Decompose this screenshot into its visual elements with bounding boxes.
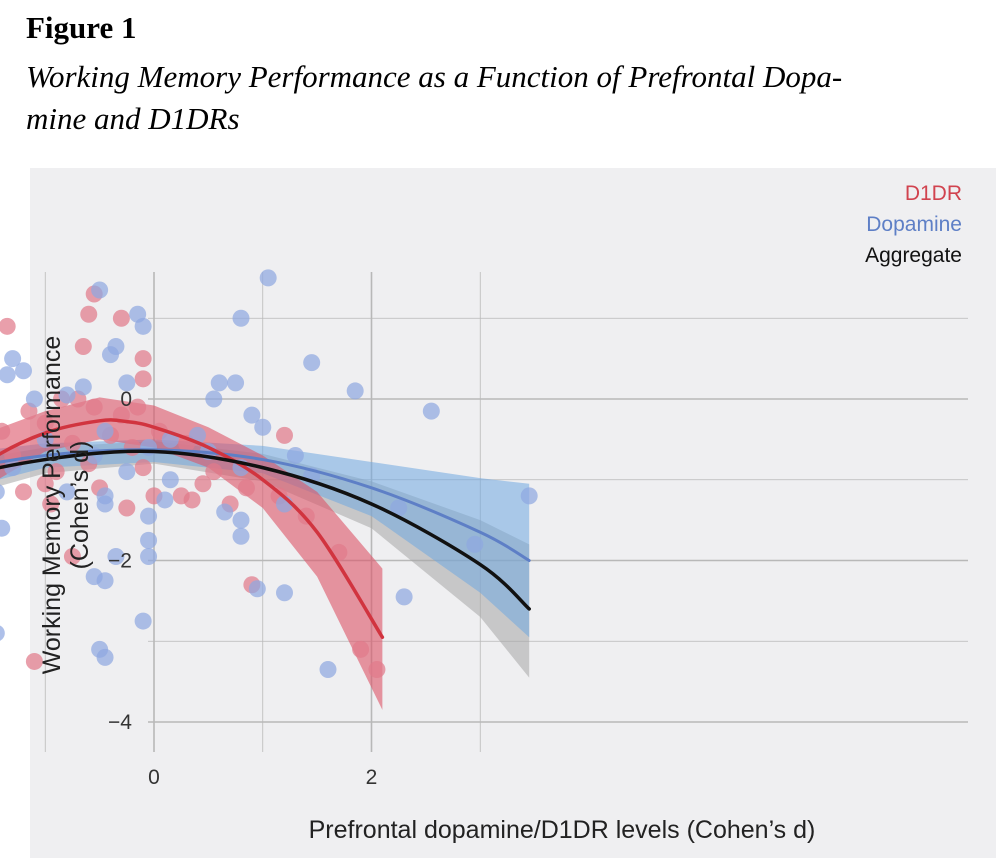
point-dopamine (140, 531, 158, 549)
point-dopamine (248, 580, 266, 598)
point-dopamine (107, 547, 125, 565)
point-dopamine (0, 484, 5, 500)
point-dopamine (205, 390, 223, 408)
fit-curve-aggregate (0, 449, 531, 611)
point-dopamine (227, 374, 245, 392)
point-dopamine (96, 495, 114, 513)
point-d1dr (85, 398, 103, 416)
data-points (0, 269, 538, 679)
point-d1dr (112, 309, 130, 327)
point-d1dr (194, 475, 212, 493)
figure-title: Working Memory Performance as a Function… (26, 56, 986, 140)
tick-labels: −4−202−4−20 (108, 388, 378, 789)
point-dopamine (232, 309, 250, 327)
figure-title-line-2: mine and D1DRs (26, 101, 240, 136)
point-dopamine (422, 402, 440, 420)
legend-aggregate: Aggregate (865, 244, 962, 267)
point-dopamine (96, 572, 114, 590)
point-dopamine (134, 317, 152, 335)
point-dopamine (4, 350, 22, 368)
figure-title-line-1: Working Memory Performance as a Function… (26, 59, 843, 94)
point-dopamine (232, 527, 250, 545)
point-dopamine (232, 511, 250, 529)
legend-dopamine: Dopamine (866, 213, 962, 236)
y-axis-label: Working Memory Performance (Cohen’s d) (38, 336, 94, 675)
point-d1dr (134, 350, 152, 368)
x-tick-label: 2 (366, 766, 378, 789)
y-tick-label: −2 (108, 550, 132, 573)
point-dopamine (118, 374, 136, 392)
point-dopamine (0, 625, 5, 641)
fit-curve-d1dr (0, 418, 385, 639)
point-d1dr (0, 422, 11, 440)
point-d1dr (123, 438, 141, 456)
x-tick-label: 0 (148, 766, 160, 789)
point-d1dr (183, 491, 201, 509)
point-dopamine (210, 374, 228, 392)
point-dopamine (390, 499, 408, 517)
point-dopamine (156, 491, 174, 509)
point-d1dr (118, 499, 136, 517)
y-axis-label-line-1: Working Memory Performance (38, 336, 66, 675)
point-dopamine (96, 648, 114, 666)
x-axis-label: Prefrontal dopamine/D1DR levels (Cohen’s… (309, 816, 816, 844)
point-dopamine (319, 661, 337, 679)
point-dopamine (91, 281, 109, 299)
point-dopamine (520, 487, 538, 505)
band-dopamine (0, 439, 530, 638)
point-d1dr (47, 463, 65, 481)
point-d1dr (129, 398, 147, 416)
point-d1dr (237, 479, 255, 497)
point-d1dr (134, 459, 152, 477)
point-dopamine (286, 447, 304, 465)
point-dopamine (140, 507, 158, 525)
point-dopamine (0, 519, 11, 537)
point-dopamine (395, 588, 413, 606)
point-d1dr (276, 426, 293, 444)
point-d1dr (80, 305, 98, 323)
point-dopamine (140, 438, 158, 456)
y-tick-label: −4 (108, 711, 132, 734)
point-dopamine (118, 463, 136, 481)
point-dopamine (58, 386, 76, 404)
point-d1dr (63, 547, 81, 565)
point-dopamine (15, 362, 32, 380)
point-dopamine (259, 269, 277, 287)
legend: D1DR Dopamine Aggregate (865, 182, 962, 267)
legend-d1dr: D1DR (905, 182, 962, 205)
point-dopamine (74, 378, 92, 396)
point-dopamine (102, 346, 119, 364)
y-axis-label-line-2: (Cohen’s d) (66, 441, 94, 570)
point-dopamine (254, 418, 272, 436)
point-dopamine (134, 612, 152, 630)
point-d1dr (36, 475, 54, 493)
point-dopamine (466, 535, 484, 553)
figure-label: Figure 1 (26, 10, 137, 45)
point-dopamine (161, 471, 179, 489)
fit-curves (0, 418, 531, 639)
point-dopamine (276, 584, 293, 602)
point-d1dr (36, 414, 54, 432)
point-dopamine (0, 366, 16, 384)
point-d1dr (74, 338, 92, 356)
point-dopamine (96, 422, 114, 440)
point-d1dr (0, 317, 16, 335)
point-d1dr (15, 483, 32, 501)
point-dopamine (25, 390, 43, 408)
y-tick-label: 0 (120, 388, 132, 411)
point-d1dr (134, 370, 152, 388)
point-d1dr (42, 495, 60, 513)
point-dopamine (140, 547, 158, 565)
point-dopamine (216, 503, 234, 521)
point-d1dr (25, 652, 43, 670)
point-d1dr (63, 434, 81, 452)
point-dopamine (243, 406, 261, 424)
point-d1dr (352, 640, 370, 658)
point-d1dr (368, 661, 386, 679)
point-dopamine (58, 483, 76, 501)
point-d1dr (205, 463, 223, 481)
point-dopamine (303, 354, 321, 372)
point-dopamine (346, 382, 364, 400)
